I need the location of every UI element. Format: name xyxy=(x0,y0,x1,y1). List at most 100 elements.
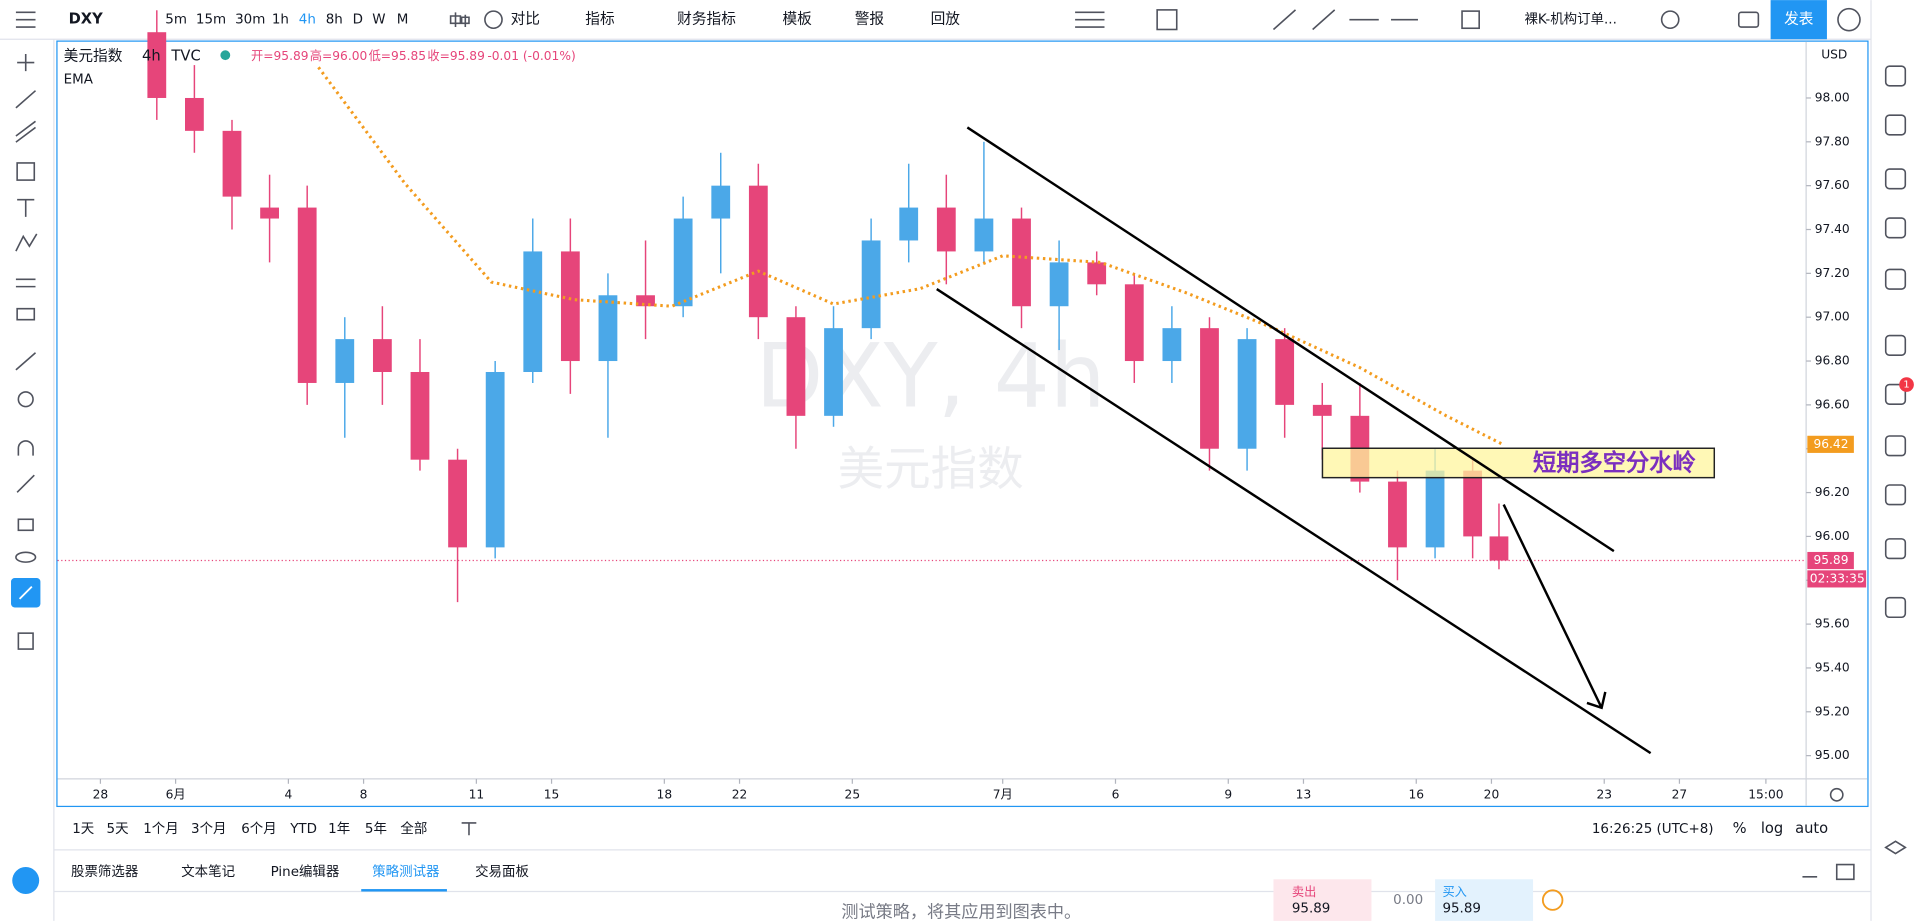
candle-body xyxy=(1463,470,1483,537)
scale-option[interactable]: log xyxy=(1761,820,1783,837)
panel-tab[interactable]: 文本笔记 xyxy=(181,864,235,880)
sidebar-icon[interactable] xyxy=(1884,334,1907,356)
goto-date-icon[interactable] xyxy=(461,822,477,836)
draw-tool-icon[interactable] xyxy=(1075,11,1105,28)
trash-icon[interactable] xyxy=(17,632,34,650)
y-tick-label: 97.40 xyxy=(1815,222,1850,236)
range-button[interactable]: 5天 xyxy=(107,822,129,837)
x-tick-label: 25 xyxy=(845,787,861,801)
zoom-icon[interactable] xyxy=(17,391,34,408)
sidebar-icon[interactable] xyxy=(1884,840,1907,855)
scale-option[interactable]: auto xyxy=(1795,820,1828,837)
candle-body xyxy=(899,207,919,241)
layout-grid-icon[interactable] xyxy=(1461,10,1480,30)
interval[interactable]: W xyxy=(372,13,385,28)
toolbar-button[interactable]: 对比 xyxy=(511,11,540,28)
interval[interactable]: 4h xyxy=(299,13,316,28)
publish-button[interactable] xyxy=(1770,0,1827,40)
measure-icon[interactable] xyxy=(15,352,37,371)
panel-tab[interactable]: 交易面板 xyxy=(475,863,529,880)
range-button[interactable]: YTD xyxy=(289,822,317,837)
text-icon[interactable] xyxy=(17,198,35,217)
line-tools-icon[interactable] xyxy=(1272,9,1418,31)
chart-type-icon[interactable] xyxy=(449,12,470,28)
zone-rectangle[interactable] xyxy=(1321,447,1716,479)
channel-lower[interactable] xyxy=(936,288,1652,755)
menu-icon[interactable] xyxy=(15,11,36,28)
interval[interactable]: 5m xyxy=(165,13,187,28)
prediction-icon[interactable] xyxy=(15,278,36,288)
range-button[interactable]: 1天 xyxy=(72,822,94,837)
x-tick-label: 9 xyxy=(1224,787,1232,801)
pattern-icon[interactable] xyxy=(15,233,38,252)
range-button[interactable]: 5年 xyxy=(365,821,387,837)
candle-body xyxy=(936,207,956,252)
toolbar-button[interactable]: 财务指标 xyxy=(677,11,736,28)
layout-name[interactable]: 裸K-机构订单... xyxy=(1524,12,1616,28)
y-tick-label: 98.00 xyxy=(1815,90,1850,104)
info-icon[interactable] xyxy=(1541,889,1564,911)
toolbar-button[interactable]: 回放 xyxy=(931,11,961,28)
x-tick-label: 8 xyxy=(360,787,368,801)
range-button[interactable]: 1年 xyxy=(328,821,350,837)
shape-icon[interactable] xyxy=(16,162,36,181)
interval[interactable]: 30m xyxy=(235,13,265,28)
sidebar-icon[interactable] xyxy=(1884,268,1907,290)
sell-box[interactable] xyxy=(1273,879,1372,921)
symbol[interactable]: DXY xyxy=(69,11,104,28)
toolbar-button[interactable]: 模板 xyxy=(782,10,812,28)
icons-icon[interactable] xyxy=(16,307,36,321)
x-tick-label: 15:00 xyxy=(1748,787,1783,801)
scale-option[interactable]: % xyxy=(1733,820,1747,837)
range-button[interactable]: 1个月 xyxy=(143,821,178,837)
magnet-icon[interactable] xyxy=(17,440,34,456)
panel-tab[interactable]: 股票筛选器 xyxy=(71,864,139,880)
range-button[interactable]: 3个月 xyxy=(191,821,226,837)
sidebar-icon[interactable] xyxy=(1884,538,1907,560)
settings-icon[interactable] xyxy=(1660,10,1680,30)
zone-label[interactable]: 短期多空分水岭 xyxy=(1533,450,1697,477)
panel-tab[interactable]: 策略测试器 xyxy=(372,863,440,880)
toolbar-button[interactable]: 指标 xyxy=(585,11,615,28)
sidebar-icon[interactable] xyxy=(1884,217,1907,239)
lock-icon[interactable] xyxy=(17,518,34,532)
interval[interactable]: 8h xyxy=(326,13,343,28)
eye-icon[interactable] xyxy=(15,551,37,563)
compare-icon[interactable] xyxy=(484,10,503,30)
sidebar-icon[interactable] xyxy=(1884,65,1907,87)
range-button[interactable]: 6个月 xyxy=(241,821,276,837)
sidebar-icon[interactable] xyxy=(1884,168,1907,190)
panel-tab[interactable]: Pine编辑器 xyxy=(271,864,340,880)
play-icon[interactable] xyxy=(1837,7,1861,32)
sidebar-icon[interactable] xyxy=(1884,435,1907,457)
arrow[interactable] xyxy=(1502,504,1607,710)
buy-box[interactable] xyxy=(1435,879,1534,921)
axis-settings-icon[interactable] xyxy=(1829,787,1844,802)
toolbar-button[interactable]: 警报 xyxy=(855,11,885,28)
sidebar-icon[interactable] xyxy=(1884,484,1907,506)
interval[interactable]: M xyxy=(397,13,409,28)
interval[interactable]: 15m xyxy=(196,13,226,28)
panel-controls[interactable] xyxy=(1802,863,1855,881)
candle-body xyxy=(824,328,843,416)
snapshot-icon[interactable] xyxy=(1737,11,1760,28)
range-button[interactable]: 全部 xyxy=(400,820,427,837)
sidebar-icon[interactable] xyxy=(1884,596,1907,619)
sidebar-icon[interactable] xyxy=(1884,383,1907,405)
candle-body xyxy=(1275,339,1295,405)
candle-body xyxy=(1388,481,1407,548)
legend-ohlc-item: 高=96.00 xyxy=(310,48,368,63)
x-tick-label: 4 xyxy=(284,787,292,801)
interval[interactable]: 1h xyxy=(272,13,289,28)
stay-drawing-icon[interactable] xyxy=(16,474,35,493)
candle-body xyxy=(297,207,317,383)
channel-upper[interactable] xyxy=(966,126,1615,553)
rect-tool-icon[interactable] xyxy=(1156,9,1178,31)
hotlist-button[interactable] xyxy=(12,867,40,894)
x-tick-label: 6 xyxy=(1112,787,1120,801)
trendline-icon[interactable] xyxy=(15,90,37,109)
fib-icon[interactable] xyxy=(15,120,36,143)
crosshair-icon[interactable] xyxy=(17,53,35,72)
sidebar-icon[interactable] xyxy=(1884,114,1907,136)
interval[interactable]: D xyxy=(353,13,363,28)
